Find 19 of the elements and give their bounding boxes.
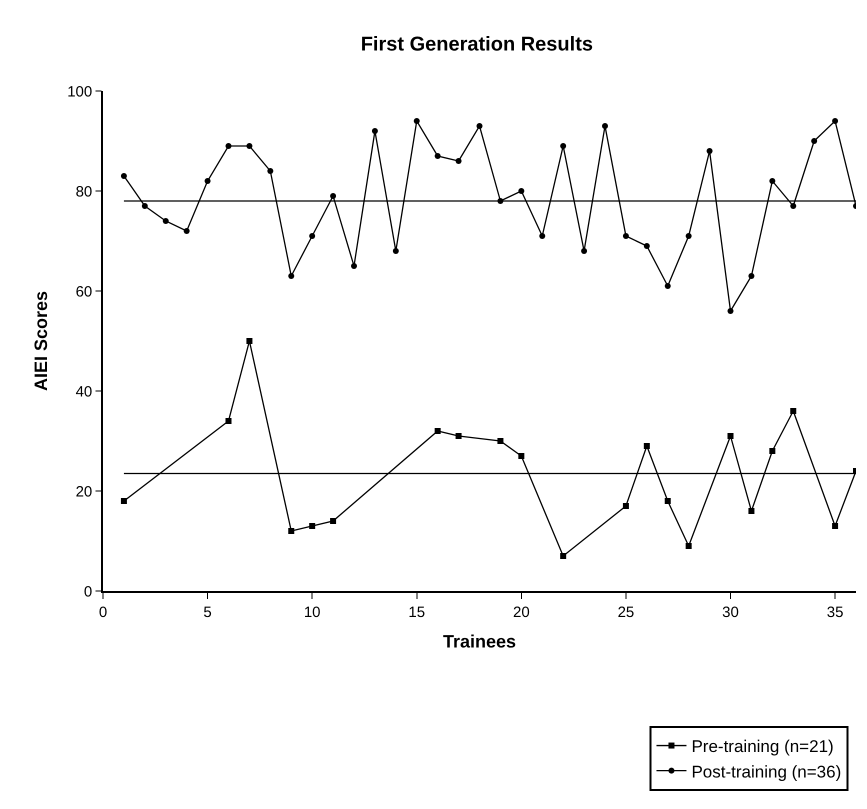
x-tick-label: 10: [304, 604, 321, 621]
y-tick-label: 60: [76, 283, 92, 300]
x-tick-label: 35: [826, 604, 844, 621]
y-tick-label: 20: [76, 483, 92, 500]
y-tick-label: 0: [84, 583, 92, 600]
x-tick-label: 30: [722, 604, 739, 621]
x-tick-label: 5: [203, 604, 212, 621]
y-tick-label: 100: [67, 83, 92, 100]
chart-title: First Generation Results: [360, 33, 593, 56]
x-axis-title: Trainees: [442, 631, 516, 652]
x-tick-label: 15: [408, 604, 426, 621]
x-tick-label: 20: [512, 604, 530, 621]
y-axis-title: AIEI Scores: [30, 290, 51, 392]
x-tick-label: 0: [98, 604, 108, 621]
x-tick-label: 25: [618, 604, 634, 621]
y-tick-label: 40: [76, 383, 92, 400]
legend-label: Pre-training (n=21): [691, 737, 834, 756]
y-tick-label: 80: [76, 183, 92, 200]
legend-label: Post-training (n=36): [691, 762, 842, 782]
